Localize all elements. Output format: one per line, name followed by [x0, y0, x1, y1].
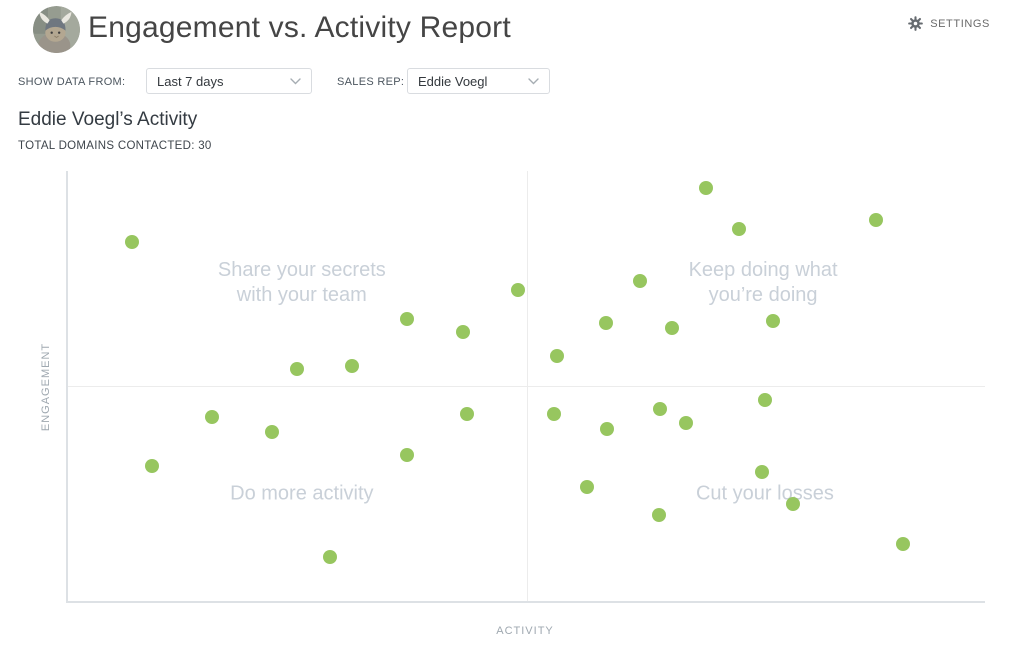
data-point[interactable]	[651, 508, 666, 523]
total-domains-contacted: TOTAL DOMAINS CONTACTED: 30	[18, 140, 212, 152]
data-point[interactable]	[549, 348, 564, 363]
total-domains-value: 30	[198, 140, 212, 152]
total-domains-label: TOTAL DOMAINS CONTACTED:	[18, 140, 195, 152]
data-point[interactable]	[459, 406, 474, 421]
data-point[interactable]	[600, 422, 615, 436]
sales-rep-value: Eddie Voegl	[418, 73, 488, 89]
data-point[interactable]	[757, 393, 772, 408]
sales-rep-label: SALES REP:	[337, 76, 405, 88]
data-point[interactable]	[699, 180, 714, 195]
quadrant-label-bottom-left: Do more activity	[230, 482, 374, 505]
data-point[interactable]	[766, 314, 781, 329]
cat-avatar-image	[33, 6, 80, 53]
data-point[interactable]	[653, 402, 668, 417]
quadrant-divider-horizontal	[68, 386, 985, 387]
data-point[interactable]	[323, 550, 338, 565]
chevron-down-icon	[290, 77, 301, 85]
data-point[interactable]	[145, 458, 160, 473]
quadrant-label-top-right: Keep doing what you’re doing	[688, 258, 838, 306]
settings-label: SETTINGS	[930, 17, 990, 30]
date-range-select[interactable]: Last 7 days	[146, 68, 312, 94]
data-point[interactable]	[204, 410, 219, 425]
data-point[interactable]	[665, 320, 680, 335]
date-range-value: Last 7 days	[157, 73, 224, 89]
data-point[interactable]	[511, 283, 526, 298]
x-axis-label: ACTIVITY	[496, 625, 554, 637]
gear-icon	[908, 16, 923, 31]
report-heading: Eddie Voegl’s Activity	[18, 109, 198, 130]
data-point[interactable]	[755, 465, 770, 479]
data-point[interactable]	[786, 496, 801, 511]
avatar[interactable]	[33, 6, 80, 53]
data-point[interactable]	[599, 315, 614, 330]
page-title: Engagement vs. Activity Report	[88, 11, 511, 44]
show-data-from-label: SHOW DATA FROM:	[18, 76, 126, 88]
data-point[interactable]	[456, 324, 471, 339]
quadrant-label-top-left: Share your secrets with your team	[217, 258, 386, 306]
data-point[interactable]	[345, 358, 360, 373]
data-point[interactable]	[732, 222, 747, 237]
data-point[interactable]	[679, 416, 694, 431]
data-point[interactable]	[896, 537, 911, 552]
quadrant-label-bottom-right: Cut your losses	[695, 482, 834, 505]
data-point[interactable]	[633, 274, 648, 289]
data-point[interactable]	[580, 479, 595, 494]
scatter-plot-area: Share your secrets with your team Keep do…	[66, 171, 985, 603]
chevron-down-icon	[528, 77, 539, 85]
sales-rep-select[interactable]: Eddie Voegl	[407, 68, 550, 94]
data-point[interactable]	[547, 406, 561, 421]
y-axis-label: ENGAGEMENT	[40, 342, 52, 432]
settings-button[interactable]: SETTINGS	[908, 16, 990, 31]
data-point[interactable]	[290, 361, 305, 376]
data-point[interactable]	[400, 448, 415, 463]
data-point[interactable]	[125, 234, 140, 249]
data-point[interactable]	[400, 311, 415, 326]
data-point[interactable]	[868, 213, 883, 228]
data-point[interactable]	[264, 425, 279, 439]
